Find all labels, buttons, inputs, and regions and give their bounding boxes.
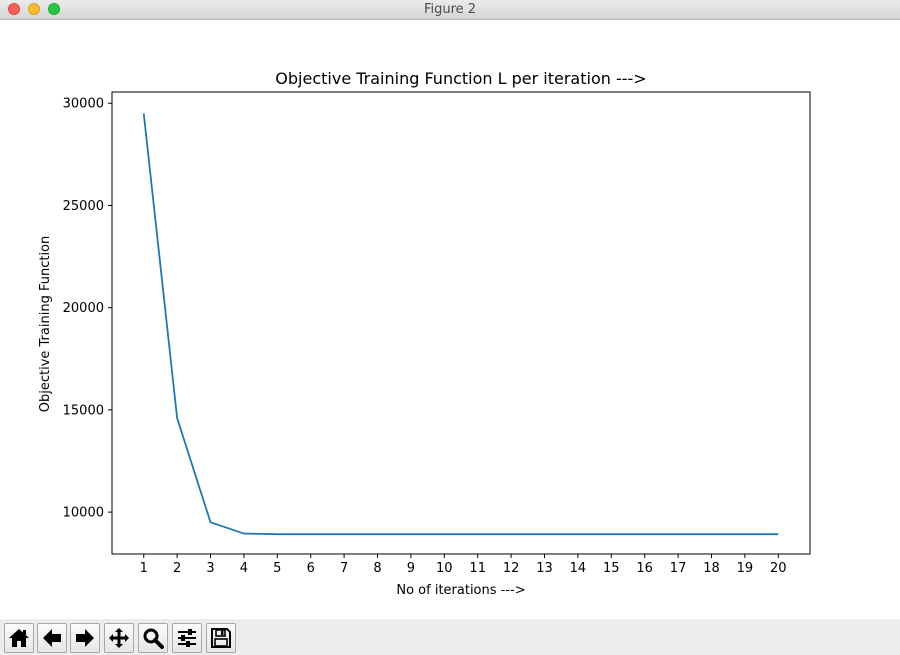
home-button[interactable] [4, 623, 34, 653]
chart-title: Objective Training Function L per iterat… [275, 69, 646, 88]
x-tick-label: 3 [206, 561, 214, 576]
sliders-icon [178, 629, 196, 647]
x-tick-label: 10 [436, 561, 453, 576]
x-tick-label: 14 [570, 561, 587, 576]
x-tick-label: 9 [407, 561, 415, 576]
axis-ticks: 1 2 3 4 5 6 7 8 9 10 11 12 13 14 15 16 17 18 19 20100001500… [63, 97, 787, 576]
x-tick-label: 19 [737, 561, 754, 576]
back-button[interactable] [37, 623, 67, 653]
axes-frame [111, 91, 811, 555]
y-tick-label: 20000 [63, 301, 104, 316]
y-tick-label: 10000 [63, 506, 104, 521]
x-tick-label: 4 [240, 561, 248, 576]
x-tick-label: 11 [469, 561, 486, 576]
pan-button[interactable] [104, 623, 134, 653]
move-icon [109, 628, 129, 648]
x-tick-label: 15 [603, 561, 620, 576]
magnifier-icon [143, 628, 164, 649]
series-layer [142, 113, 779, 536]
x-tick-label: 5 [273, 561, 281, 576]
window-minimize-button[interactable] [28, 3, 40, 15]
configure-subplots-button[interactable] [172, 623, 202, 653]
y-tick-label: 15000 [63, 403, 104, 418]
arrow-left-icon [43, 629, 61, 647]
floppy-disk-icon [211, 628, 231, 648]
arrow-right-icon [76, 629, 94, 647]
x-tick-label: 20 [770, 561, 787, 576]
x-tick-label: 18 [703, 561, 720, 576]
x-tick-label: 12 [503, 561, 520, 576]
x-tick-label: 6 [307, 561, 315, 576]
forward-button[interactable] [70, 623, 100, 653]
x-tick-label: 8 [373, 561, 381, 576]
window-title: Figure 2 [423, 2, 477, 17]
x-tick-label: 7 [340, 561, 348, 576]
x-tick-label: 13 [536, 561, 553, 576]
window-zoom-button[interactable] [48, 3, 60, 15]
x-tick-label: 1 [140, 561, 148, 576]
x-tick-label: 17 [670, 561, 687, 576]
y-tick-label: 30000 [63, 97, 104, 112]
x-axis-label: No of iterations ---> [396, 583, 525, 598]
x-tick-label: 16 [636, 561, 653, 576]
y-axis-label: Objective Training Function [38, 236, 53, 413]
zoom-button[interactable] [138, 623, 168, 653]
home-icon [9, 629, 29, 647]
y-tick-label: 25000 [63, 199, 104, 214]
x-tick-label: 2 [173, 561, 181, 576]
series-line [142, 113, 779, 536]
save-button[interactable] [206, 623, 236, 653]
figure-canvas[interactable]: Objective Training Function L per iterat… [0, 20, 900, 619]
navigation-toolbar [0, 619, 900, 655]
window-titlebar[interactable]: Figure 2 [0, 0, 900, 20]
line-chart: Objective Training Function L per iterat… [38, 69, 811, 598]
window-close-button[interactable] [8, 3, 20, 15]
